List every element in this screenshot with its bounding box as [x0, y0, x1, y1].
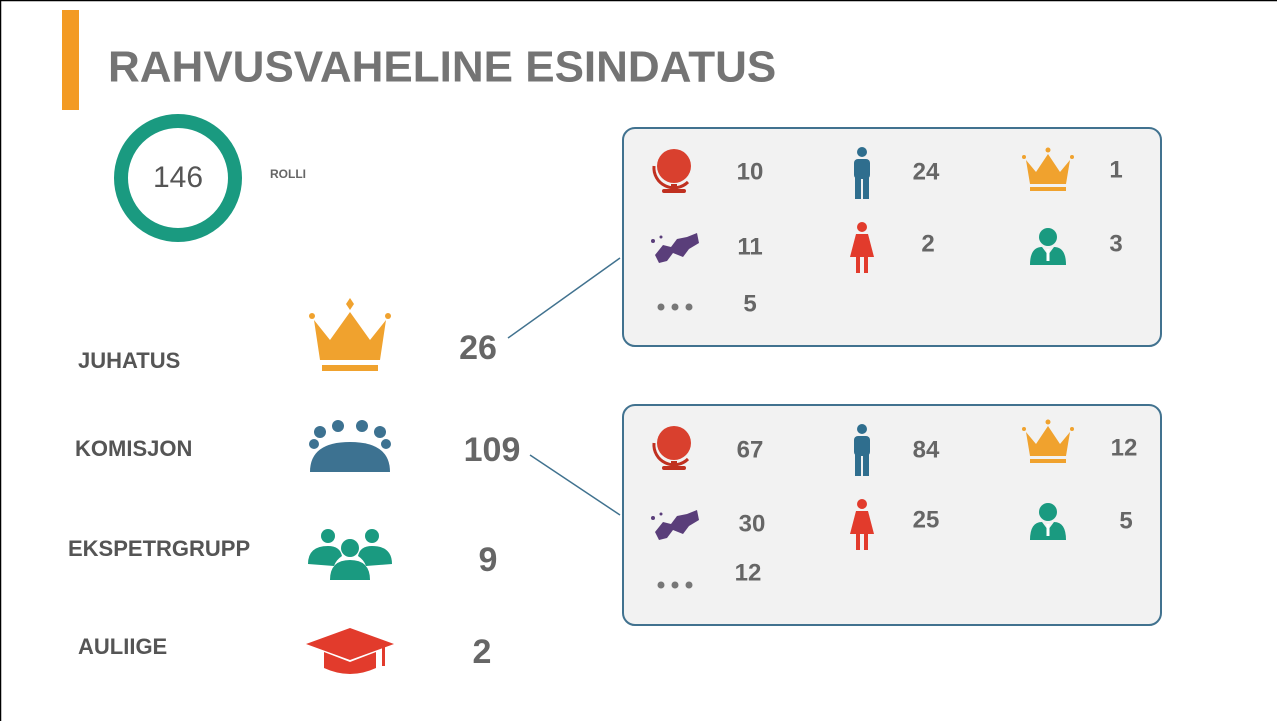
detail-count: 67 [737, 436, 764, 463]
detail-count: 12 [1111, 434, 1138, 461]
detail-count: 5 [1119, 507, 1132, 534]
detail-count: 1 [1109, 156, 1122, 183]
role-count: 26 [459, 329, 497, 367]
role-icon [309, 298, 391, 371]
role-label: JUHATUS [78, 348, 180, 373]
accent-bar [62, 10, 79, 110]
role-icon [309, 420, 391, 472]
role-label: EKSPETRGRUPP [68, 536, 250, 561]
detail-icon [657, 303, 693, 311]
role-label: KOMISJON [75, 436, 192, 461]
detail-count: 30 [739, 510, 766, 537]
role-label: AULIIGE [78, 634, 167, 659]
role-count: 2 [473, 633, 492, 671]
total-value: 146 [153, 161, 203, 194]
total-ring [114, 114, 242, 242]
title: RAHVUSVAHELINE ESINDATUS [108, 43, 776, 92]
role-count: 109 [464, 431, 521, 469]
total-label: ROLLI [270, 167, 306, 181]
detail-count: 5 [743, 290, 756, 317]
role-icon [306, 628, 394, 674]
role-icon [308, 529, 392, 580]
detail-box [622, 127, 1162, 347]
detail-count: 84 [913, 436, 940, 463]
detail-icon [657, 581, 693, 589]
detail-count: 24 [913, 158, 940, 185]
detail-count: 12 [735, 559, 762, 586]
connector [529, 454, 621, 516]
role-count: 9 [479, 541, 498, 579]
detail-count: 3 [1109, 230, 1122, 257]
detail-count: 11 [737, 233, 762, 260]
detail-count: 10 [737, 158, 764, 185]
connector [507, 257, 621, 339]
detail-box [622, 404, 1162, 626]
detail-count: 25 [913, 506, 940, 533]
detail-count: 2 [921, 230, 934, 257]
